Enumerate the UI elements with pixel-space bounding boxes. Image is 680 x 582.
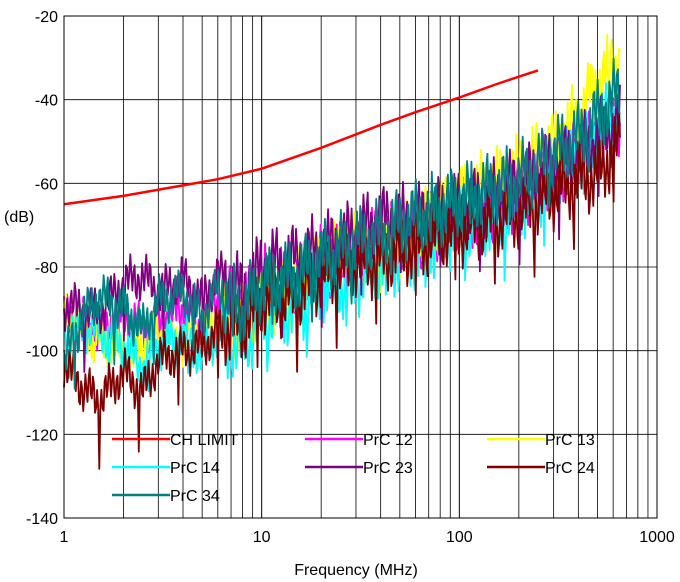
x-tick-label: 1	[60, 529, 69, 546]
legend-label: PrC 13	[545, 432, 595, 449]
legend: CH LIMIT PrC 12 PrC 13 PrC 14 PrC 23 PrC 24 Pr…	[112, 432, 595, 505]
plot-frame	[63, 15, 658, 519]
x-tick-label: 10	[253, 529, 271, 546]
y-axis-title: (dB)	[4, 209, 34, 226]
y-tick-label: -60	[35, 176, 58, 193]
legend-label: PrC 23	[363, 460, 413, 477]
series-layer	[63, 33, 621, 470]
x-tick-label: 100	[446, 529, 473, 546]
y-tick-label: -100	[26, 344, 58, 361]
legend-label: PrC 34	[170, 488, 220, 505]
y-tick-label: -80	[35, 260, 58, 277]
legend-label: PrC 14	[170, 460, 220, 477]
y-tick-label: -140	[26, 511, 58, 528]
legend-label: PrC 12	[363, 432, 413, 449]
series-line	[63, 57, 621, 390]
y-tick-label: -120	[26, 427, 58, 444]
x-tick-label: 1000	[639, 529, 675, 546]
y-tick-label: -20	[35, 9, 58, 26]
y-tick-label: -40	[35, 93, 58, 110]
legend-label: PrC 24	[545, 460, 595, 477]
series-line	[63, 69, 539, 206]
x-axis-title: Frequency (MHz)	[294, 562, 418, 579]
legend-label: CH LIMIT	[170, 432, 239, 449]
